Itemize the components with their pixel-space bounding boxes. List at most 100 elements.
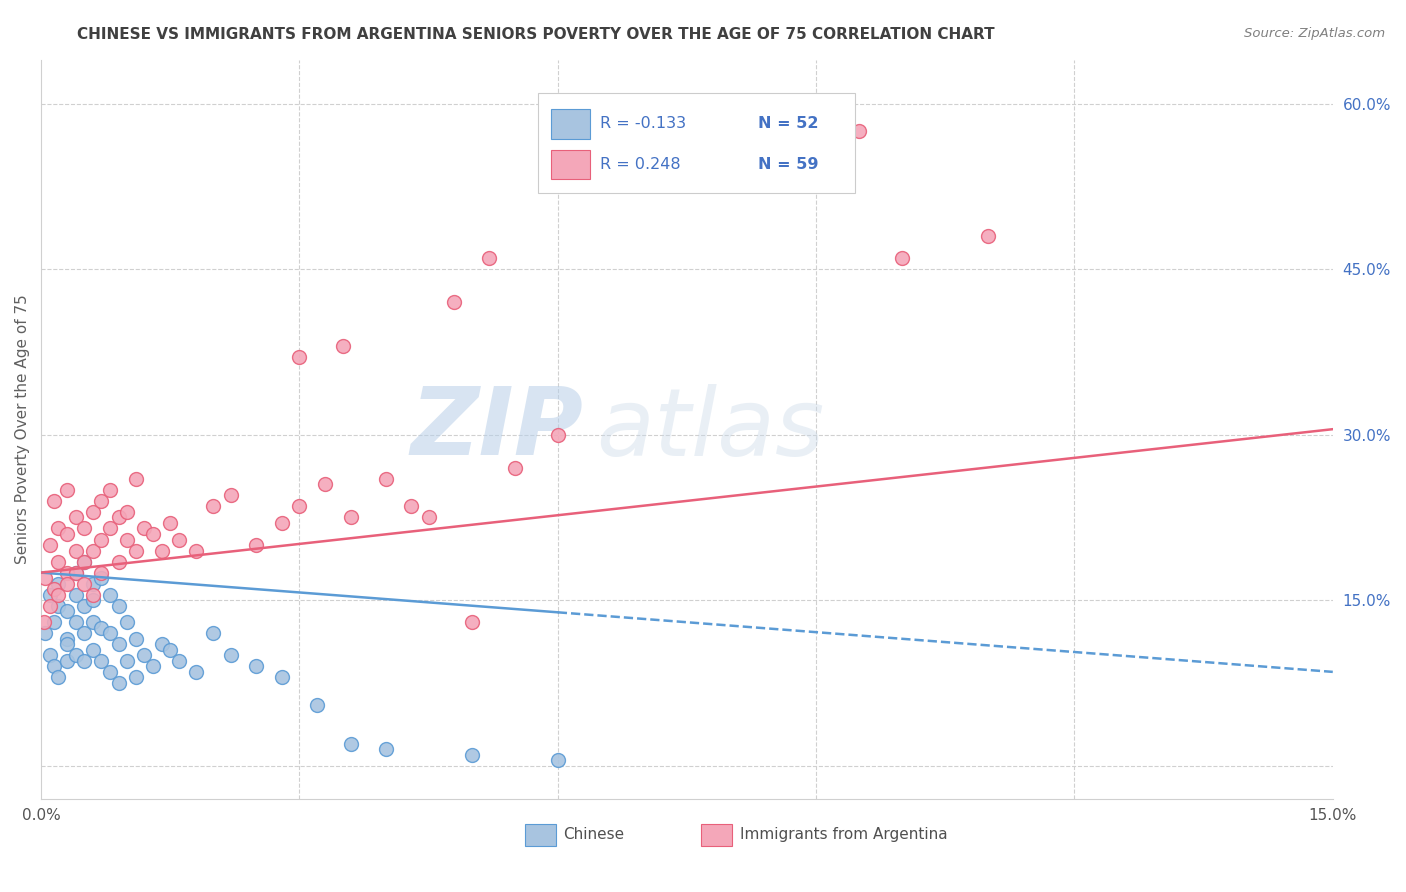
Point xyxy=(46,521,69,535)
Point xyxy=(38,538,60,552)
Point xyxy=(34,571,56,585)
Point xyxy=(288,500,311,514)
Point xyxy=(115,505,138,519)
Text: Immigrants from Argentina: Immigrants from Argentina xyxy=(741,827,948,842)
Point xyxy=(107,676,129,690)
Point xyxy=(184,665,207,679)
Point xyxy=(56,604,79,618)
Point xyxy=(460,747,482,762)
Point xyxy=(42,494,65,508)
Text: Source: ZipAtlas.com: Source: ZipAtlas.com xyxy=(1244,27,1385,40)
Point xyxy=(245,659,267,673)
Point xyxy=(65,543,87,558)
Point xyxy=(73,626,96,640)
Point xyxy=(125,472,148,486)
Point xyxy=(98,588,121,602)
Point xyxy=(107,637,129,651)
Point xyxy=(73,521,96,535)
Text: N = 59: N = 59 xyxy=(758,157,818,172)
Point xyxy=(73,555,96,569)
Point xyxy=(90,571,112,585)
Point xyxy=(46,588,69,602)
Point xyxy=(38,599,60,613)
Point xyxy=(73,654,96,668)
Point xyxy=(98,483,121,497)
Point xyxy=(73,576,96,591)
Bar xyxy=(551,109,591,138)
Point xyxy=(56,483,79,497)
Point xyxy=(374,472,396,486)
Point xyxy=(219,488,242,502)
Point xyxy=(134,521,156,535)
Text: atlas: atlas xyxy=(596,384,825,475)
Point xyxy=(98,665,121,679)
Point xyxy=(332,339,354,353)
Point xyxy=(65,510,87,524)
Point xyxy=(65,566,87,580)
Point xyxy=(46,670,69,684)
Text: CHINESE VS IMMIGRANTS FROM ARGENTINA SENIORS POVERTY OVER THE AGE OF 75 CORRELAT: CHINESE VS IMMIGRANTS FROM ARGENTINA SEN… xyxy=(77,27,995,42)
Point xyxy=(159,643,181,657)
Point xyxy=(848,124,870,138)
Point xyxy=(90,621,112,635)
Text: R = -0.133: R = -0.133 xyxy=(600,117,686,131)
Point xyxy=(159,516,181,530)
FancyBboxPatch shape xyxy=(538,93,855,193)
Point xyxy=(167,654,190,668)
Point xyxy=(73,599,96,613)
Point xyxy=(107,599,129,613)
Point xyxy=(42,659,65,673)
Point xyxy=(271,670,294,684)
Point xyxy=(245,538,267,552)
Point xyxy=(977,229,1000,244)
Point xyxy=(73,555,96,569)
Point xyxy=(891,251,914,265)
Point xyxy=(56,632,79,646)
Point xyxy=(125,632,148,646)
Point xyxy=(56,527,79,541)
Point xyxy=(82,505,104,519)
Point xyxy=(65,615,87,630)
Point xyxy=(125,670,148,684)
Point xyxy=(82,543,104,558)
Point xyxy=(150,637,173,651)
Point xyxy=(443,295,465,310)
Point xyxy=(38,648,60,663)
Point xyxy=(90,494,112,508)
Text: ZIP: ZIP xyxy=(411,384,583,475)
Point xyxy=(56,566,79,580)
Text: R = 0.248: R = 0.248 xyxy=(600,157,681,172)
Point xyxy=(202,500,225,514)
Point xyxy=(107,555,129,569)
Point xyxy=(219,648,242,663)
Point xyxy=(107,510,129,524)
Point xyxy=(98,626,121,640)
Point xyxy=(547,427,569,442)
Text: N = 52: N = 52 xyxy=(758,117,818,131)
Point xyxy=(125,543,148,558)
Text: Chinese: Chinese xyxy=(564,827,624,842)
Point xyxy=(90,533,112,547)
Point xyxy=(46,576,69,591)
Point xyxy=(82,593,104,607)
Point xyxy=(98,521,121,535)
Point xyxy=(90,566,112,580)
Point xyxy=(305,698,328,712)
Point xyxy=(288,351,311,365)
Point xyxy=(42,615,65,630)
Point xyxy=(115,615,138,630)
Point xyxy=(34,626,56,640)
Point xyxy=(202,626,225,640)
Point xyxy=(46,599,69,613)
Point xyxy=(142,527,165,541)
Point xyxy=(115,533,138,547)
Point xyxy=(56,654,79,668)
Point xyxy=(42,582,65,596)
Point xyxy=(56,637,79,651)
Point xyxy=(90,654,112,668)
Point xyxy=(82,615,104,630)
Point xyxy=(134,648,156,663)
Point xyxy=(65,566,87,580)
Point xyxy=(82,643,104,657)
Point xyxy=(46,555,69,569)
